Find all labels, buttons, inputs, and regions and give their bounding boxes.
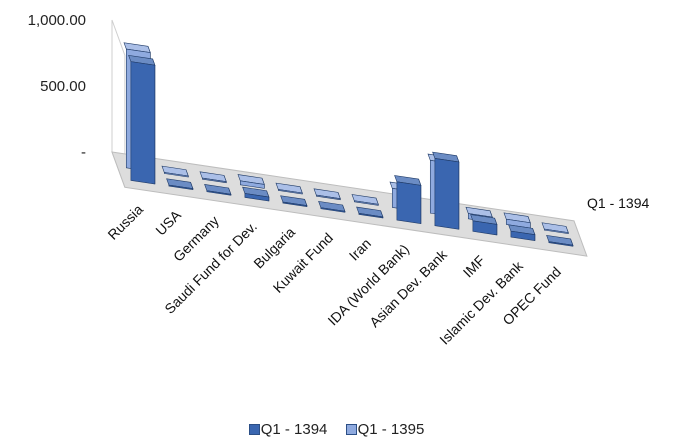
bar <box>318 201 346 213</box>
bar-front <box>434 158 460 230</box>
bar <box>275 182 303 195</box>
bar <box>280 195 308 208</box>
bar-front <box>206 190 232 196</box>
bar-front <box>543 228 569 235</box>
bar-front <box>282 201 308 208</box>
category-label: Iran <box>346 235 374 263</box>
bar <box>432 151 460 230</box>
bar-front <box>353 200 379 206</box>
bar <box>204 184 232 196</box>
bar <box>166 178 194 191</box>
bar <box>356 206 384 219</box>
depth-axis-label: Q1 - 1394 <box>587 195 649 211</box>
legend-label: Q1 - 1395 <box>357 421 425 438</box>
bar <box>313 188 341 201</box>
legend-swatch <box>248 424 260 435</box>
bar <box>199 171 227 184</box>
bar-front <box>510 230 536 241</box>
y-axis: 1,000.00 500.00 - <box>28 12 86 161</box>
bars <box>123 42 574 247</box>
bar <box>508 224 536 241</box>
bar-front <box>315 194 341 201</box>
category-label: IDA (World Bank) <box>324 241 412 329</box>
bar <box>128 54 156 185</box>
bar-front <box>130 61 156 185</box>
bar-front <box>396 181 422 224</box>
category-label: IMF <box>460 252 488 280</box>
bar-front <box>320 207 346 213</box>
bar-front <box>239 180 265 189</box>
bar-front <box>168 184 194 191</box>
bar <box>351 194 379 206</box>
bar <box>237 174 265 189</box>
legend-swatch <box>345 424 357 435</box>
y-tick-label: 1,000.00 <box>28 12 86 29</box>
bar-front <box>472 220 498 236</box>
category-label: Russia <box>104 201 146 243</box>
y-tick-label: - <box>81 144 86 161</box>
bar <box>242 186 270 202</box>
y-tick-label: 500.00 <box>40 78 86 95</box>
bar <box>503 212 531 229</box>
bar-front <box>548 241 574 247</box>
category-label: USA <box>152 206 184 238</box>
bar <box>546 234 574 247</box>
legend-item-series-2: Q1 - 1395 <box>345 421 425 438</box>
legend: Q1 - 1394 Q1 - 1395 <box>0 421 673 438</box>
bar <box>541 222 569 235</box>
bar-front <box>244 193 270 202</box>
chart-walls <box>111 19 588 257</box>
category-label: Asian Dev. Bank <box>366 246 450 330</box>
bar-front <box>358 212 384 219</box>
bar <box>161 165 189 178</box>
legend-label: Q1 - 1394 <box>260 421 328 438</box>
bar-front <box>201 177 227 184</box>
bar <box>470 214 498 236</box>
legend-item-series-1: Q1 - 1394 <box>248 421 328 438</box>
bar-front <box>277 189 303 195</box>
bar <box>394 175 422 224</box>
bar-front <box>163 172 189 178</box>
